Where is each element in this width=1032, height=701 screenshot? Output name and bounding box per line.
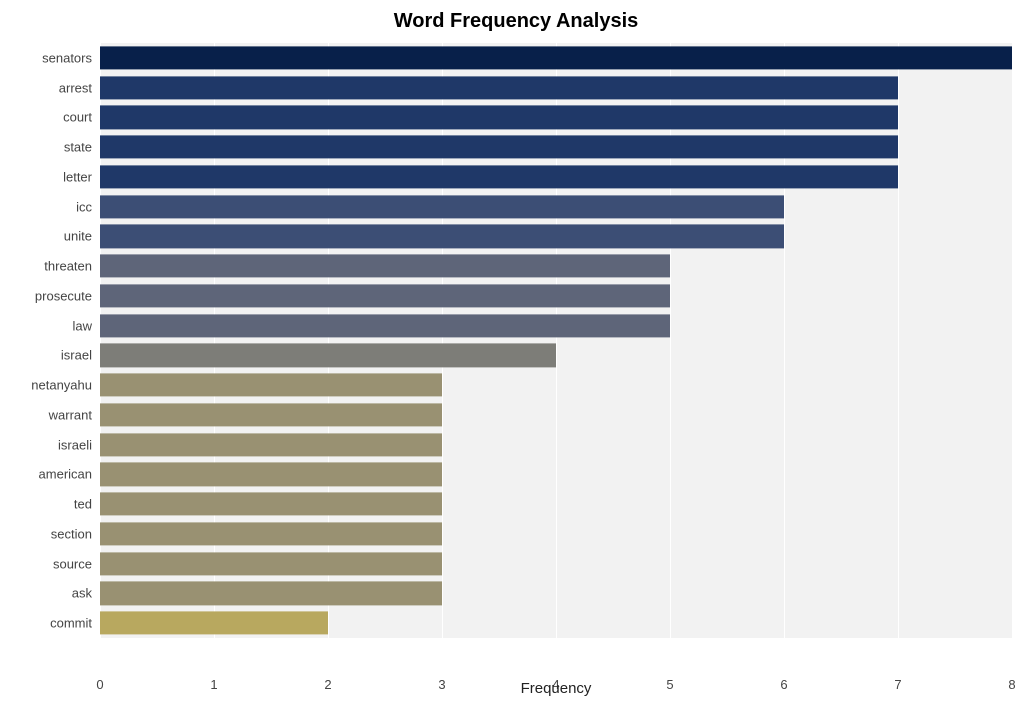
chart-title: Word Frequency Analysis: [20, 10, 1012, 33]
x-tick-label: 8: [1008, 677, 1015, 692]
x-tick-label: 2: [324, 677, 331, 692]
bar-row: icc: [100, 192, 1012, 222]
bar-row: state: [100, 132, 1012, 162]
bar-row: arrest: [100, 73, 1012, 103]
bar: [100, 136, 898, 159]
y-tick-label: american: [39, 467, 100, 482]
y-tick-label: section: [51, 526, 100, 541]
bar-row: warrant: [100, 400, 1012, 430]
bar: [100, 284, 670, 307]
bar-row: source: [100, 549, 1012, 579]
bar-row: israel: [100, 341, 1012, 371]
x-grid-line: [1012, 43, 1013, 638]
bar: [100, 314, 670, 337]
y-tick-label: threaten: [44, 259, 100, 274]
bar: [100, 433, 442, 456]
bar-row: commit: [100, 608, 1012, 638]
x-tick-label: 3: [438, 677, 445, 692]
bar: [100, 344, 556, 367]
y-tick-label: law: [72, 318, 100, 333]
bar: [100, 46, 1012, 69]
x-tick-label: 0: [96, 677, 103, 692]
x-tick-label: 7: [894, 677, 901, 692]
y-tick-label: warrant: [49, 407, 100, 422]
bar: [100, 552, 442, 575]
bar: [100, 522, 442, 545]
y-tick-label: ask: [72, 586, 100, 601]
y-tick-label: netanyahu: [31, 378, 100, 393]
y-tick-label: letter: [63, 169, 100, 184]
bar-row: court: [100, 103, 1012, 133]
chart-container: Word Frequency Analysis senatorsarrestco…: [0, 0, 1032, 701]
y-tick-label: commit: [50, 616, 100, 631]
bar-row: unite: [100, 222, 1012, 252]
bar: [100, 76, 898, 99]
y-tick-label: arrest: [59, 80, 100, 95]
bar: [100, 582, 442, 605]
bar: [100, 165, 898, 188]
x-tick-label: 6: [780, 677, 787, 692]
bar-row: senators: [100, 43, 1012, 73]
bar-row: letter: [100, 162, 1012, 192]
x-tick-label: 5: [666, 677, 673, 692]
y-tick-label: state: [64, 140, 100, 155]
bar: [100, 106, 898, 129]
bar: [100, 612, 328, 635]
plot-area: senatorsarrestcourtstatelettericcuniteth…: [100, 43, 1012, 638]
bar-row: law: [100, 311, 1012, 341]
bar-row: section: [100, 519, 1012, 549]
bar: [100, 493, 442, 516]
bar-row: american: [100, 460, 1012, 490]
bar-row: ted: [100, 489, 1012, 519]
x-axis-label: Frequency: [521, 680, 592, 697]
y-tick-label: unite: [64, 229, 100, 244]
bar-row: netanyahu: [100, 370, 1012, 400]
x-tick-label: 1: [210, 677, 217, 692]
bar: [100, 403, 442, 426]
bar-row: israeli: [100, 430, 1012, 460]
bar-row: threaten: [100, 251, 1012, 281]
bars-layer: senatorsarrestcourtstatelettericcuniteth…: [100, 43, 1012, 638]
y-tick-label: icc: [76, 199, 100, 214]
y-tick-label: israeli: [58, 437, 100, 452]
y-tick-label: source: [53, 556, 100, 571]
bar: [100, 255, 670, 278]
bar: [100, 374, 442, 397]
bar: [100, 225, 784, 248]
bar: [100, 463, 442, 486]
y-tick-label: israel: [61, 348, 100, 363]
y-tick-label: senators: [42, 50, 100, 65]
bar-row: ask: [100, 579, 1012, 609]
y-tick-label: court: [63, 110, 100, 125]
bar-row: prosecute: [100, 281, 1012, 311]
y-tick-label: prosecute: [35, 288, 100, 303]
bar: [100, 195, 784, 218]
y-tick-label: ted: [74, 497, 100, 512]
